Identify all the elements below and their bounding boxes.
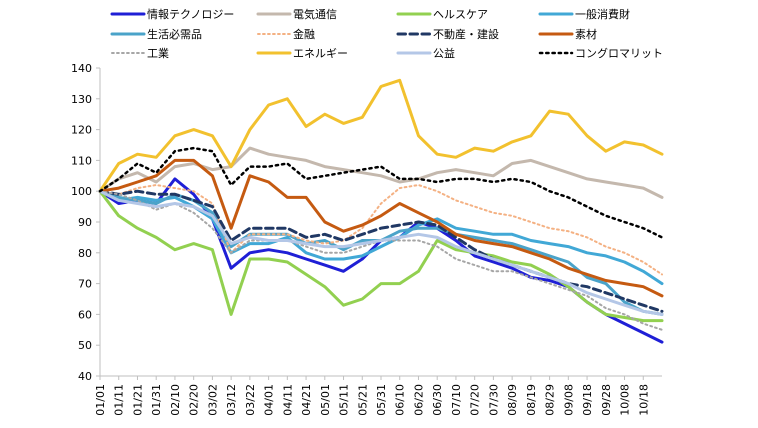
legend-label-10: 公益 xyxy=(433,46,455,60)
x-tick-label: 04/21 xyxy=(300,384,313,416)
x-tick-label: 04/01 xyxy=(263,384,276,416)
x-tick-label: 07/20 xyxy=(469,384,482,416)
x-tick-label: 03/22 xyxy=(244,384,257,416)
legend-label-8: 工業 xyxy=(147,47,169,60)
y-tick-label: 80 xyxy=(78,247,92,260)
y-tick-label: 70 xyxy=(78,278,92,291)
x-tick-label: 01/11 xyxy=(113,384,126,416)
y-tick-label: 40 xyxy=(78,370,92,383)
series-line-7 xyxy=(98,158,664,298)
x-tick-label: 04/11 xyxy=(281,384,294,416)
x-tick-label: 05/01 xyxy=(319,384,332,416)
x-tick-label: 01/01 xyxy=(94,384,107,416)
y-tick-label: 100 xyxy=(71,185,92,198)
x-tick-label: 08/19 xyxy=(525,384,538,416)
legend-label-0: 情報テクノロジー xyxy=(147,8,234,21)
x-tick-label: 05/21 xyxy=(356,384,369,416)
x-tick-label: 09/28 xyxy=(600,384,613,416)
y-tick-label: 60 xyxy=(78,308,92,321)
x-tick-label: 01/31 xyxy=(150,384,163,416)
legend-label-7: 素材 xyxy=(575,27,597,41)
x-tick-label: 02/20 xyxy=(188,384,201,416)
x-tick-label: 06/20 xyxy=(412,384,425,416)
series-line-9 xyxy=(98,78,664,193)
y-tick-label: 110 xyxy=(71,154,92,167)
legend-label-11: コングロマリット xyxy=(575,46,663,60)
legend-label-3: 一般消費財 xyxy=(575,7,630,21)
x-tick-label: 01/21 xyxy=(131,384,144,416)
series-line-6 xyxy=(98,189,664,313)
y-tick-label: 120 xyxy=(71,124,92,137)
axes: 40 50 60 70 80 90 100 110 120 130 140 01/01 01/11 01/… xyxy=(71,62,662,416)
x-tick-label: 10/08 xyxy=(619,384,632,416)
x-tick-label: 10/18 xyxy=(637,384,650,416)
series-layer xyxy=(98,78,664,344)
y-tick-label: 50 xyxy=(78,339,92,352)
x-tick-label: 02/10 xyxy=(169,384,182,416)
y-tick-label: 90 xyxy=(78,216,92,229)
x-tick-label: 08/29 xyxy=(544,384,557,416)
series-line-2 xyxy=(98,189,664,323)
x-tick-label: 03/02 xyxy=(206,384,219,416)
x-tick-label: 06/10 xyxy=(394,384,407,416)
legend-label-9: エネルギー xyxy=(293,47,348,60)
legend-label-4: 生活必需品 xyxy=(147,27,202,41)
legend-label-6: 不動産・建設 xyxy=(433,27,499,41)
x-tick-label: 03/12 xyxy=(225,384,238,416)
series-line-8 xyxy=(99,190,663,331)
series-line-10 xyxy=(98,189,664,316)
x-tick-label: 07/10 xyxy=(450,384,463,416)
series-line-11 xyxy=(98,146,664,239)
legend-label-2: ヘルスケア xyxy=(433,8,488,21)
series-line-1 xyxy=(98,146,664,199)
x-tick-label: 08/09 xyxy=(506,384,519,416)
x-tick-label: 06/30 xyxy=(431,384,444,416)
x-tick-label: 09/18 xyxy=(581,384,594,416)
legend-label-1: 電気通信 xyxy=(293,7,337,21)
y-tick-label: 130 xyxy=(71,93,92,106)
legend-label-5: 金融 xyxy=(293,27,315,41)
x-tick-label: 09/08 xyxy=(562,384,575,416)
y-tick-label: 140 xyxy=(71,62,92,75)
x-tick-label: 05/31 xyxy=(375,384,388,416)
x-tick-label: 07/30 xyxy=(487,384,500,416)
x-tick-label: 05/11 xyxy=(338,384,351,416)
series-line-5 xyxy=(99,184,663,276)
